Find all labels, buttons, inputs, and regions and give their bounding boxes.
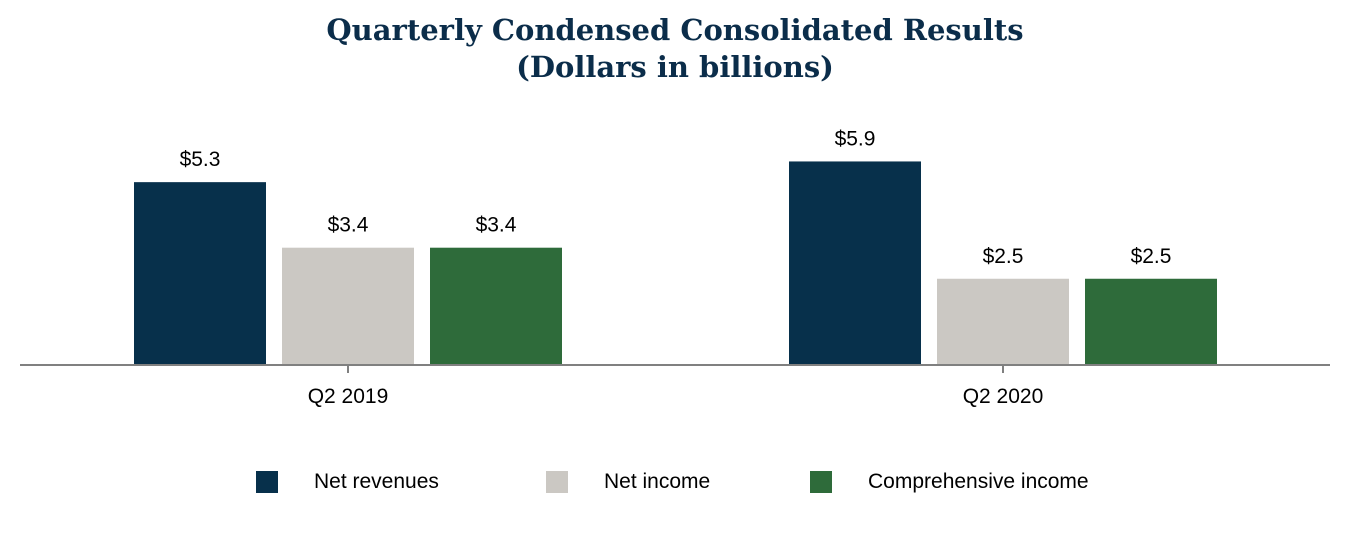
chart-title: Quarterly Condensed Consolidated Results… [0,12,1350,86]
legend: Net revenues Net income Comprehensive in… [0,470,1350,496]
data-label-net-income-1: $3.4 [328,214,369,237]
legend-item-comprehensive-income: Comprehensive income [810,470,1089,494]
bar-comprehensive-income-1 [430,247,562,365]
legend-swatch-comprehensive-income [810,471,832,493]
bar-net-income-1 [282,247,414,365]
data-label-net-revenues-1: $5.3 [180,148,221,171]
data-label-net-revenues-2: $5.9 [835,127,876,150]
legend-item-net-income: Net income [546,470,710,494]
data-label-comprehensive-income-1: $3.4 [476,214,517,237]
legend-item-net-revenues: Net revenues [256,470,439,494]
legend-swatch-net-income [546,471,568,493]
x-tick-label-2: Q2 2020 [963,385,1044,408]
bar-net-revenues-2 [789,161,921,365]
chart-subtitle: (Dollars in billions) [516,50,834,84]
data-label-net-income-2: $2.5 [983,245,1024,268]
legend-label-net-revenues: Net revenues [314,470,439,493]
legend-label-net-income: Net income [604,470,711,493]
bar-net-income-2 [937,278,1069,365]
legend-label-comprehensive-income: Comprehensive income [868,470,1089,493]
bar-net-revenues-1 [134,182,266,365]
legend-swatch-net-revenues [256,471,278,493]
x-tick-label-1: Q2 2019 [308,385,389,408]
data-label-comprehensive-income-2: $2.5 [1131,245,1172,268]
chart-title-line1: Quarterly Condensed Consolidated Results [326,13,1024,47]
bar-comprehensive-income-2 [1085,278,1217,365]
